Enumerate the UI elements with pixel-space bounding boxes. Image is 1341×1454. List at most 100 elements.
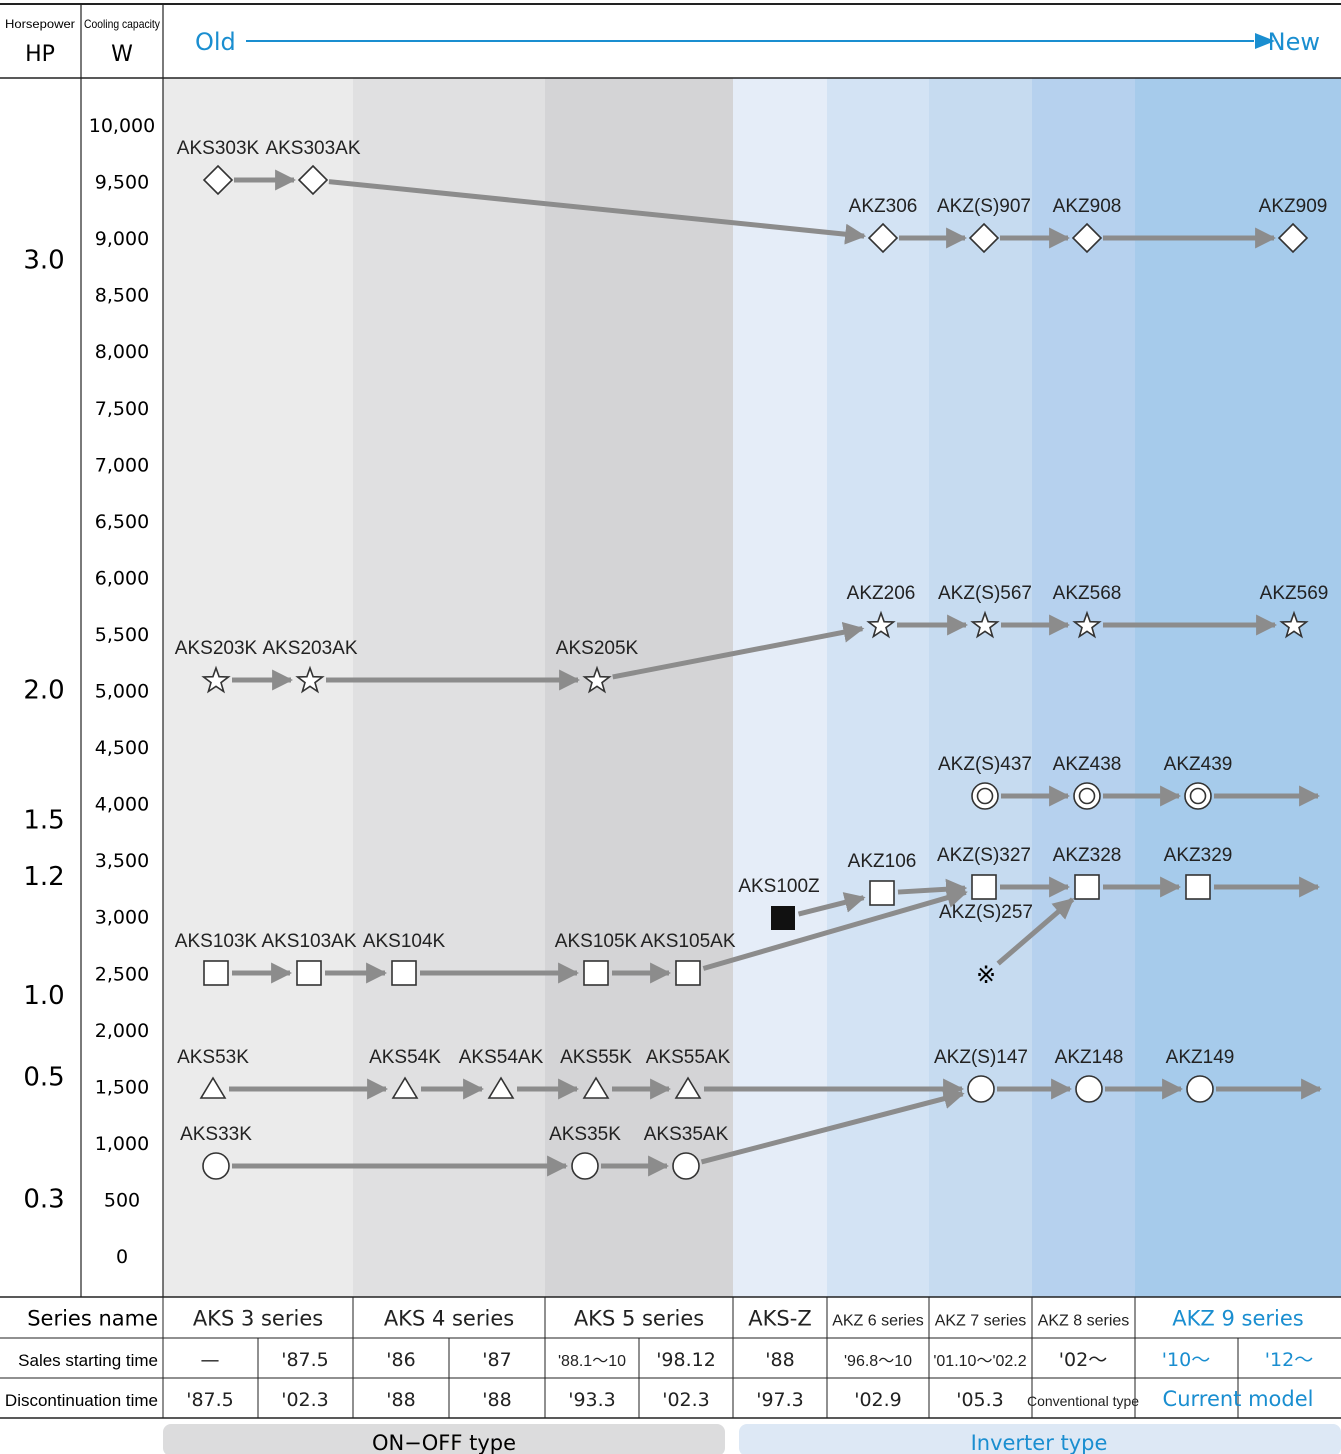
model-label: AKS55K xyxy=(560,1047,632,1068)
band-akz9 xyxy=(1135,78,1341,1297)
model-label: AKZ206 xyxy=(847,583,916,604)
model-node-aks54k: AKS54K xyxy=(369,1047,441,1099)
model-label: AKS203AK xyxy=(262,638,357,659)
capacity-tick-label: 8,500 xyxy=(95,285,149,307)
model-node-aks103ak: AKS103AK xyxy=(261,931,357,986)
sales-start-cell: '87 xyxy=(482,1349,511,1371)
capacity-axis: 10,000 9,500 9,000 8,500 8,000 7,500 7,000 6,50… xyxy=(89,115,155,1268)
capacity-tick-label: 8,000 xyxy=(95,341,149,363)
model-label: AKZ439 xyxy=(1164,754,1233,775)
horsepower-tick-label: 0.5 xyxy=(23,1062,64,1092)
model-node-akz106: AKZ106 xyxy=(848,851,917,906)
circle-icon xyxy=(571,1152,599,1180)
sales-start-cell: '98.12 xyxy=(656,1349,716,1371)
model-node-akz-s-567: AKZ(S)567 xyxy=(938,583,1032,639)
series-name-cell: AKS 4 series xyxy=(384,1307,514,1331)
model-node-akz439: AKZ439 xyxy=(1164,754,1233,810)
capacity-tick-label: 500 xyxy=(104,1189,140,1211)
model-label: AKS103K xyxy=(175,931,258,952)
model-node-aks53k: AKS53K xyxy=(177,1047,249,1099)
timeline-arrowhead xyxy=(1255,33,1275,49)
model-label: AKZ(S)327 xyxy=(937,845,1031,866)
band-akz6 xyxy=(827,78,929,1297)
discontinuation-cell: '88 xyxy=(482,1389,511,1411)
inverter-type-band xyxy=(739,1424,1341,1454)
model-node-akz908: AKZ908 xyxy=(1053,196,1121,254)
star-icon xyxy=(582,665,612,694)
triangle-icon xyxy=(199,1076,227,1099)
diamond-icon xyxy=(1071,222,1103,254)
model-node-aks205k: AKS205K xyxy=(556,638,639,694)
table-row-label: Series name xyxy=(27,1307,158,1331)
model-node-aks103k: AKS103K xyxy=(175,931,258,986)
square-icon xyxy=(296,960,322,986)
model-label: AKS53K xyxy=(177,1047,249,1068)
sales-start-cell: '96.8～10 xyxy=(844,1353,912,1370)
model-node-akz569: AKZ569 xyxy=(1260,583,1329,639)
horsepower-tick-label: 0.3 xyxy=(23,1184,64,1214)
model-node-akz-s-257: AKZ(S)257 ※ xyxy=(939,902,1033,989)
horsepower-axis: 3.0 2.0 1.5 1.2 1.0 0.5 0.3 xyxy=(23,246,64,1215)
model-node-akz-s-147: AKZ(S)147 xyxy=(934,1047,1028,1103)
model-node-aks104k: AKS104K xyxy=(363,931,446,986)
discontinuation-cell: '02.3 xyxy=(662,1389,710,1411)
diamond-icon xyxy=(968,222,1000,254)
capacity-tick-label: 6,000 xyxy=(95,567,149,589)
model-node-aks55k: AKS55K xyxy=(560,1047,632,1099)
horsepower-tick-label: 2.0 xyxy=(23,676,64,706)
capacity-tick-label: 9,000 xyxy=(95,228,149,250)
lineage-arrow xyxy=(996,897,1075,966)
reference-mark-icon: ※ xyxy=(976,961,996,989)
model-label: AKS54K xyxy=(369,1047,441,1068)
model-label: AKZ568 xyxy=(1053,583,1122,604)
model-label: AKS55AK xyxy=(646,1047,731,1068)
model-nodes: AKS303K AKS303AK AKZ306 AKZ(S)907 AKZ908 AKZ9… xyxy=(175,138,1329,1180)
model-label: AKZ569 xyxy=(1260,583,1329,604)
model-label: AKS105K xyxy=(555,931,638,952)
new-label: New xyxy=(1268,28,1320,56)
table-row-label: Sales starting time xyxy=(18,1351,158,1370)
discontinuation-cell: '87.5 xyxy=(186,1389,234,1411)
model-node-aks303ak: AKS303AK xyxy=(265,138,361,196)
series-name-cell: AKZ 7 series xyxy=(935,1313,1027,1330)
discontinuation-cell: Conventional type xyxy=(1027,1393,1139,1409)
circle-icon xyxy=(1075,1075,1103,1103)
lineage-arrows xyxy=(229,169,1323,1177)
capacity-tick-label: 9,500 xyxy=(95,172,149,194)
discontinuation-cell: '97.3 xyxy=(756,1389,804,1411)
model-label: AKS35K xyxy=(549,1124,621,1145)
inverter-type-label: Inverter type xyxy=(971,1431,1108,1454)
model-node-akz328: AKZ328 xyxy=(1053,845,1122,900)
model-label: AKS303AK xyxy=(265,138,360,159)
model-label: AKZ306 xyxy=(849,196,918,217)
model-node-akz568: AKZ568 xyxy=(1053,583,1122,639)
model-label: AKZ328 xyxy=(1053,845,1122,866)
sales-start-cell: '01.10～'02.2 xyxy=(933,1353,1026,1370)
discontinuation-cell: '02.3 xyxy=(281,1389,329,1411)
band-aks3 xyxy=(163,78,353,1297)
model-label: AKZ(S)147 xyxy=(934,1047,1028,1068)
model-label: AKZ438 xyxy=(1053,754,1122,775)
model-node-akz148: AKZ148 xyxy=(1055,1047,1123,1103)
square-icon xyxy=(675,960,701,986)
period-bands xyxy=(163,78,1341,1297)
series-name-cell: AKZ 6 series xyxy=(832,1313,924,1330)
lineage-arrow xyxy=(702,887,968,971)
series-name-cell: AKS-Z xyxy=(748,1307,811,1331)
triangle-icon xyxy=(391,1076,419,1099)
model-label: AKS303K xyxy=(177,138,260,159)
model-node-aks55ak: AKS55AK xyxy=(646,1047,731,1099)
model-node-akz149: AKZ149 xyxy=(1166,1047,1234,1103)
circle-icon xyxy=(967,1075,995,1103)
sales-start-cell: — xyxy=(201,1349,220,1371)
star-icon xyxy=(201,665,231,694)
double-circle-icon xyxy=(971,782,999,810)
sales-start-cell: '86 xyxy=(386,1349,415,1371)
old-label: Old xyxy=(195,28,236,56)
horsepower-tick-label: 3.0 xyxy=(23,246,64,276)
model-node-akz438: AKZ438 xyxy=(1053,754,1122,810)
model-label: AKZ106 xyxy=(848,851,917,872)
series-name-cell: AKZ 8 series xyxy=(1038,1313,1130,1330)
square-icon xyxy=(1074,874,1100,900)
